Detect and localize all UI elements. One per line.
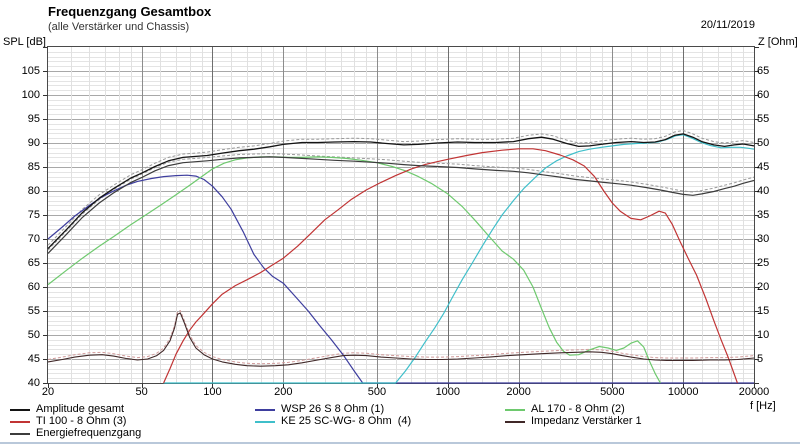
freq-tick-label: 10000 (667, 386, 699, 398)
legend-label-amplitude_gesamt: Amplitude gesamt (36, 403, 125, 415)
spl-tick-label: 75 (27, 209, 40, 221)
legend-label-al_170: AL 170 - 8 Ohm (2) (531, 403, 625, 415)
z-tick-label: 40 (757, 185, 770, 197)
z-tick-label: 45 (757, 161, 770, 173)
spl-tick-label: 70 (27, 233, 40, 245)
chart-subtitle: (alle Verstärker und Chassis) (48, 21, 190, 33)
freq-tick-label: 20000 (738, 386, 770, 398)
spl-tick-label: 80 (27, 185, 40, 197)
z-tick-label: 65 (757, 65, 770, 77)
x-axis-label: f [Hz] (750, 400, 776, 412)
legend-label-ke_25: KE 25 SC-WG- 8 Ohm (4) (281, 415, 412, 427)
spl-tick-label: 40 (27, 377, 40, 389)
chart-title: Frequenzgang Gesamtbox (48, 4, 212, 19)
freq-tick-label: 500 (367, 386, 387, 398)
z-tick-label: 50 (757, 137, 770, 149)
z-tick-label: 5 (757, 353, 764, 365)
z-tick-label: 30 (757, 233, 770, 245)
freq-tick-label: 2000 (506, 386, 531, 398)
curve-energiefrequenzgang (47, 156, 755, 254)
legend-swatch-wsp_26s (255, 409, 275, 411)
legend-swatch-energiefrequenzgang (10, 433, 30, 435)
spl-tick-label: 50 (27, 329, 40, 341)
spl-tick-label: 90 (27, 137, 40, 149)
curve-impedanz_verstaerker_1 (47, 312, 755, 367)
curve-wsp_26s (47, 174, 754, 384)
curve-energiefrequenzgang-dashed (47, 153, 755, 251)
legend-swatch-ke_25 (255, 421, 275, 423)
curve-ke_25 (163, 134, 755, 384)
z-tick-label: 10 (757, 329, 770, 341)
legend-swatch-ti_100 (10, 421, 30, 423)
y-axis-left-label: SPL [dB] (2, 36, 46, 48)
legend-label-ti_100: TI 100 - 8 Ohm (3) (36, 415, 127, 427)
freq-tick-label: 5000 (600, 386, 625, 398)
legend-label-impedanz_verstaerker_1: Impedanz Verstärker 1 (531, 415, 642, 427)
z-tick-label: 15 (757, 305, 770, 317)
legend-swatch-al_170 (505, 409, 525, 411)
spl-tick-label: 105 (21, 65, 40, 77)
z-tick-label: 20 (757, 281, 770, 293)
z-tick-label: 35 (757, 209, 770, 221)
z-tick-label: 55 (757, 113, 770, 125)
spl-tick-label: 85 (27, 161, 40, 173)
spl-tick-label: 95 (27, 113, 40, 125)
legend-swatch-impedanz_verstaerker_1 (505, 421, 525, 423)
spl-tick-label: 65 (27, 257, 40, 269)
curve-impedanz_verstaerker_1-dashed (47, 310, 755, 365)
freq-tick-label: 200 (274, 386, 293, 398)
legend-label-wsp_26s: WSP 26 S 8 Ohm (1) (281, 403, 385, 415)
freq-tick-label: 50 (135, 386, 148, 398)
y-axis-right-label: Z [Ohm] (758, 36, 798, 48)
legend-swatch-amplitude_gesamt (10, 409, 30, 411)
curve-al_170 (47, 156, 661, 384)
z-tick-label: 60 (757, 89, 770, 101)
freq-tick-label: 100 (203, 386, 222, 398)
spl-tick-label: 60 (27, 281, 40, 293)
spl-tick-label: 45 (27, 353, 40, 365)
freq-tick-label: 1000 (435, 386, 461, 398)
freq-tick-label: 20 (41, 386, 55, 398)
curve-amplitude_gesamt (47, 133, 755, 250)
window-bottom-border (0, 442, 800, 444)
curve-amplitude_gesamt-dashed (47, 130, 755, 246)
chart-date: 20/11/2019 (700, 19, 755, 31)
spl-tick-label: 55 (27, 305, 40, 317)
curve-ti_100 (163, 148, 738, 384)
z-tick-label: 25 (757, 257, 770, 269)
spl-tick-label: 100 (21, 89, 40, 101)
legend-label-energiefrequenzgang: Energiefrequenzgang (36, 427, 142, 439)
